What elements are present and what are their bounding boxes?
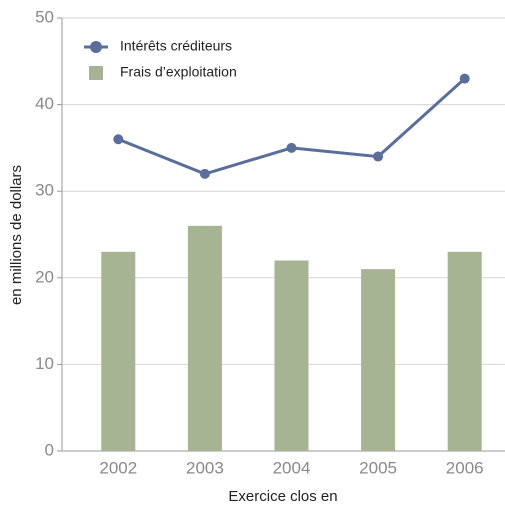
marker: [113, 134, 124, 145]
legend-marker: [90, 41, 102, 53]
marker: [199, 168, 210, 179]
x-tick-label: 2006: [446, 458, 484, 477]
line: [117, 77, 466, 176]
y-tick-label: 30: [35, 181, 54, 200]
y-tick-label: 0: [45, 440, 54, 459]
x-tick-label: 2004: [273, 458, 311, 477]
y-tick-label: 20: [35, 267, 54, 286]
x-axis-label: Exercice clos en: [228, 488, 337, 505]
marker: [459, 73, 470, 84]
legend-label: Frais d’exploitation: [120, 64, 237, 80]
y-tick-label: 10: [35, 354, 54, 373]
y-tick-label: 40: [35, 94, 54, 113]
y-tick-label: 50: [35, 7, 54, 26]
bar: [361, 269, 396, 451]
bar: [187, 225, 222, 451]
bar: [274, 260, 309, 451]
bar: [447, 251, 482, 451]
x-tick-label: 2002: [99, 458, 137, 477]
x-tick-label: 2005: [359, 458, 397, 477]
marker: [373, 151, 384, 162]
legend-swatch: [89, 66, 103, 80]
legend-label: Intérêts créditeurs: [120, 38, 232, 54]
y-axis-label: en millions de dollars: [8, 165, 25, 305]
x-tick-label: 2003: [186, 458, 224, 477]
bar: [101, 251, 136, 451]
marker: [286, 142, 297, 153]
